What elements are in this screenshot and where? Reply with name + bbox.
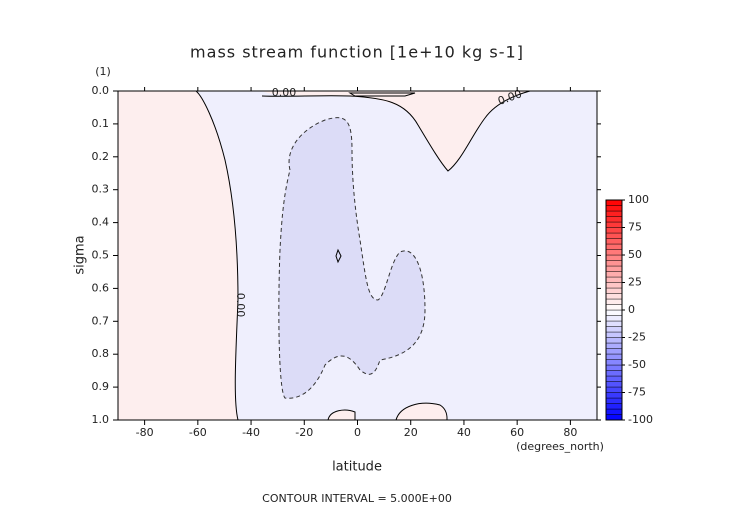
positive-region <box>327 409 356 421</box>
colorbar-swatch <box>605 210 623 217</box>
contour-line <box>195 90 239 421</box>
colorbar-swatch <box>605 397 623 404</box>
contour-label: 0.00 <box>234 293 247 318</box>
y-tick-label: 0.2 <box>92 150 110 163</box>
colorbar-swatch <box>605 320 623 327</box>
colorbar-swatch <box>605 326 623 333</box>
colorbar-swatch <box>605 298 623 305</box>
y-tick-label: 0.3 <box>92 183 110 196</box>
chart-title: mass stream function [1e+10 kg s-1] <box>190 43 524 62</box>
y-tick-label: 0.0 <box>92 84 110 97</box>
contour-interval: CONTOUR INTERVAL = 5.000E+00 <box>262 492 452 505</box>
y-tick-label: 0.8 <box>92 347 110 360</box>
colorbar-swatch <box>605 254 623 261</box>
colorbar-swatch <box>605 199 623 206</box>
colorbar-swatch <box>605 392 623 399</box>
contour-line <box>335 248 342 264</box>
contour-line <box>348 92 416 97</box>
colorbar-tick-label: -100 <box>628 413 653 426</box>
colorbar-swatch <box>605 265 623 272</box>
positive-region <box>395 402 448 421</box>
x-unit: (degrees_north) <box>516 440 604 453</box>
contour-label: 0.00 <box>272 86 297 99</box>
colorbar-swatch <box>605 309 623 316</box>
y-tick-label: 0.7 <box>92 314 110 327</box>
x-tick-label: 0 <box>354 426 361 439</box>
colorbar-swatch <box>605 271 623 278</box>
y-tick-label: 0.1 <box>92 117 110 130</box>
colorbar-tick-label: 50 <box>628 248 642 261</box>
colorbar-tick-label: 100 <box>628 193 649 206</box>
colorbar-swatch <box>605 260 623 267</box>
negative-region <box>278 117 426 399</box>
contour-line <box>261 90 531 172</box>
x-tick-label: -40 <box>242 426 260 439</box>
x-tick-label: -20 <box>295 426 313 439</box>
colorbar-swatch <box>605 337 623 344</box>
colorbar-tick-label: 75 <box>628 221 642 234</box>
colorbar-swatch <box>605 249 623 256</box>
y-axis-label: sigma <box>73 235 88 274</box>
y-tick-label: 0.4 <box>92 216 110 229</box>
colorbar-swatch <box>605 232 623 239</box>
y-tick-label: 0.5 <box>92 249 110 262</box>
x-tick-label: 80 <box>563 426 577 439</box>
colorbar-swatch <box>605 342 623 349</box>
colorbar-swatch <box>605 331 623 338</box>
colorbar-swatch <box>605 386 623 393</box>
x-axis-label: latitude <box>332 460 382 475</box>
colorbar-swatch <box>605 293 623 300</box>
colorbar-swatch <box>605 364 623 371</box>
x-tick-label: -60 <box>189 426 207 439</box>
colorbar-swatch <box>605 315 623 322</box>
colorbar-swatch <box>605 282 623 289</box>
y-tick-label: 0.9 <box>92 380 110 393</box>
plot-area: 0.00 0.00 0.00 <box>117 86 598 421</box>
x-tick-label: -80 <box>136 426 154 439</box>
colorbar-swatch <box>605 359 623 366</box>
y-unit: (1) <box>95 65 111 78</box>
colorbar-swatch <box>605 408 623 415</box>
x-tick-label: 40 <box>457 426 471 439</box>
colorbar-swatch <box>605 205 623 212</box>
y-tick-label: 0.6 <box>92 281 110 294</box>
colorbar-swatch <box>605 221 623 228</box>
x-tick-label: 60 <box>510 426 524 439</box>
colorbar-swatch <box>605 353 623 360</box>
colorbar-tick-label: 0 <box>628 303 635 316</box>
colorbar-tick-label: -75 <box>628 386 646 399</box>
colorbar-swatch <box>605 304 623 311</box>
colorbar-swatch <box>605 216 623 223</box>
colorbar-swatch <box>605 243 623 250</box>
x-tick-label: 20 <box>404 426 418 439</box>
colorbar-swatch <box>605 370 623 377</box>
colorbar-tick-label: -25 <box>628 331 646 344</box>
colorbar-swatch <box>605 403 623 410</box>
colorbar-swatch <box>605 276 623 283</box>
colorbar-swatch <box>605 238 623 245</box>
y-tick-label: 1.0 <box>92 413 110 426</box>
colorbar-tick-label: 25 <box>628 276 642 289</box>
colorbar-swatch <box>605 287 623 294</box>
positive-region <box>262 91 530 171</box>
colorbar-tick-label: -50 <box>628 358 646 371</box>
positive-region <box>118 91 238 420</box>
colorbar-swatch <box>605 414 623 421</box>
colorbar-swatch <box>605 375 623 382</box>
colorbar-swatch <box>605 227 623 234</box>
colorbar-swatch <box>605 381 623 388</box>
colorbar-swatch <box>605 348 623 355</box>
